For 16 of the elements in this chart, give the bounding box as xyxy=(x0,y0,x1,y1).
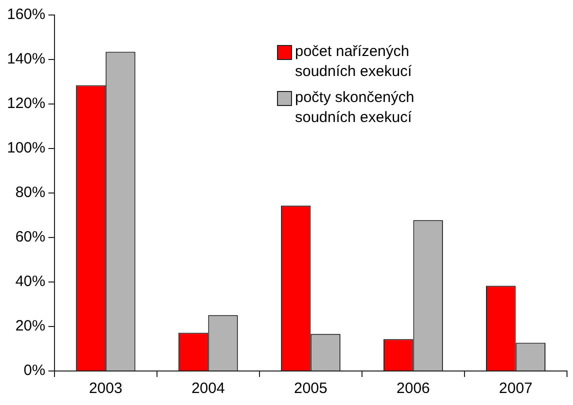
legend-label: počet nařízených soudních exekucí xyxy=(295,42,413,82)
y-tick-label: 80% xyxy=(15,184,46,202)
x-tick-label: 2006 xyxy=(396,380,430,398)
y-tick-label: 100% xyxy=(6,140,46,157)
x-tick-label: 2007 xyxy=(499,380,532,398)
x-tick-label: 2004 xyxy=(191,380,225,398)
y-tick-label: 60% xyxy=(15,228,46,246)
legend-label: počty skončených soudních exekucí xyxy=(295,88,416,128)
y-tick-label: 0% xyxy=(24,362,46,380)
y-tick-label: 140% xyxy=(6,50,46,68)
y-tick-label: 160% xyxy=(6,6,46,24)
x-tick-label: 2005 xyxy=(294,380,328,398)
x-tick-label: 2003 xyxy=(88,380,122,398)
y-tick-label: 120% xyxy=(6,95,46,112)
y-tick-label: 40% xyxy=(15,273,46,290)
y-tick-label: 20% xyxy=(15,318,46,335)
